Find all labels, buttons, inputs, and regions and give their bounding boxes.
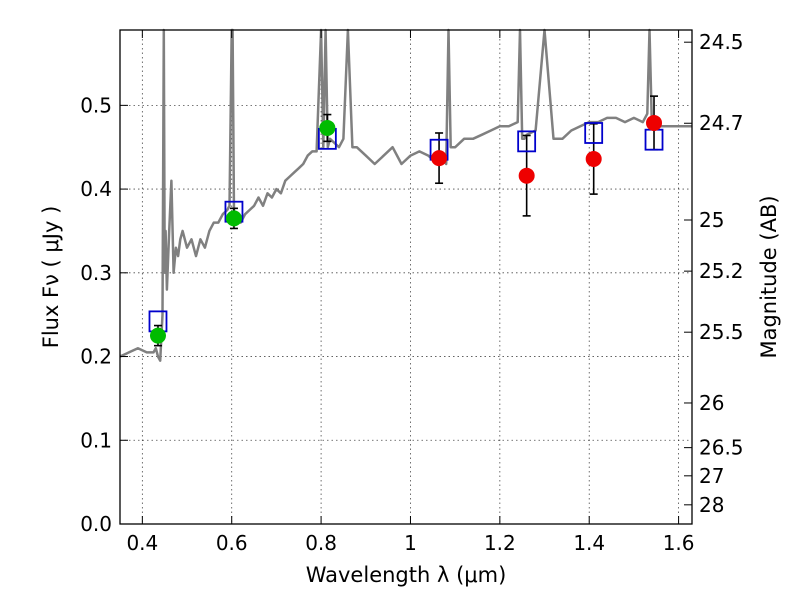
model-photometry-square [517, 130, 537, 153]
y-axis-title: Flux Fν ( μJy ) [39, 206, 63, 349]
x-axis-ticks: 0.4 0.6 0.8 1 1.2 1.4 1.6 [126, 30, 695, 555]
right-axis-title: Magnitude (AB) [757, 195, 781, 358]
photometry-point [319, 119, 336, 136]
photometry-point [431, 150, 448, 167]
y-tick-label: 0.3 [80, 261, 112, 285]
right-axis-ticks: 24.5 24.7 25 25.2 25.5 26 26.5 27 28 [684, 30, 744, 517]
y-tick-label: 0.4 [80, 177, 112, 201]
spectrum-line [119, 28, 692, 362]
right-tick-label: 24.7 [699, 111, 744, 135]
right-tick-label: 26 [699, 391, 724, 415]
x-tick-label: 0.4 [126, 531, 158, 555]
y-axis-ticks: 0.0 0.1 0.2 0.3 0.4 0.5 [80, 93, 128, 536]
x-tick-label: 1.6 [663, 531, 695, 555]
plot-frame [119, 29, 693, 525]
right-tick-label: 28 [699, 493, 724, 517]
photometry-point [646, 114, 663, 131]
right-tick-label: 25 [699, 208, 724, 232]
x-tick-label: 0.8 [305, 531, 337, 555]
x-tick-label: 1.2 [484, 531, 516, 555]
right-tick-label: 25.2 [699, 259, 744, 283]
grid [120, 30, 692, 525]
right-tick-label: 26.5 [699, 436, 744, 460]
marker-layer [148, 114, 664, 344]
y-tick-label: 0.5 [80, 93, 112, 117]
x-tick-label: 1.4 [573, 531, 605, 555]
x-tick-label: 1 [404, 531, 417, 555]
right-tick-label: 25.5 [699, 320, 744, 344]
model-photometry-square [584, 122, 604, 144]
right-tick-label: 24.5 [699, 30, 744, 54]
spectrum-layer [119, 28, 692, 362]
photometry-point [518, 167, 535, 184]
y-tick-label: 0.0 [80, 512, 112, 536]
photometry-point [149, 327, 166, 344]
x-axis-title: Wavelength λ (μm) [306, 563, 507, 587]
photometry-point [585, 150, 602, 167]
photometry-point [225, 210, 242, 227]
y-tick-label: 0.2 [80, 345, 112, 369]
y-tick-label: 0.1 [80, 428, 112, 452]
x-tick-label: 0.6 [216, 531, 248, 555]
right-tick-label: 27 [699, 464, 724, 488]
